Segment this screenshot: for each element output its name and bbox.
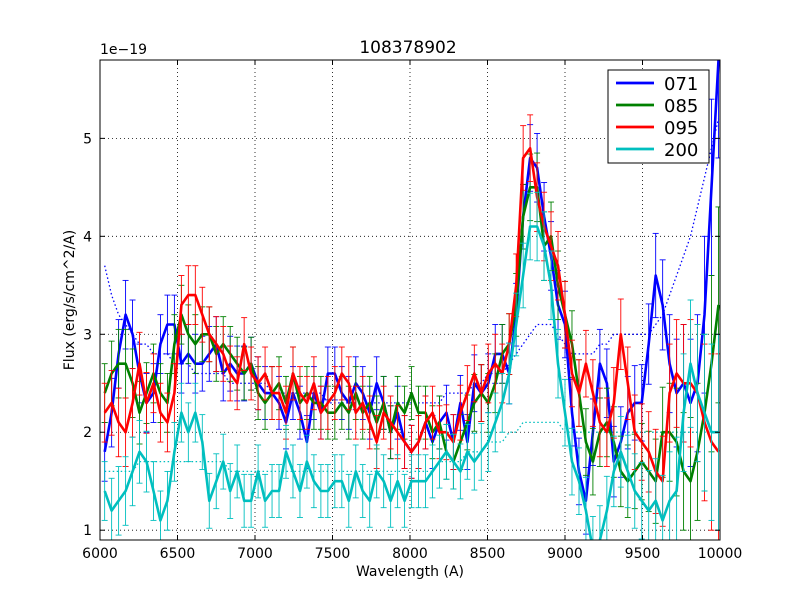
legend-box [607, 69, 710, 164]
data-series [101, 60, 720, 540]
legend-label-095: 095 [664, 118, 698, 139]
legend-label-085: 085 [664, 96, 698, 117]
y-axis-label: Flux (erg/s/cm^2/A) [62, 230, 78, 370]
y-tick-label: 4 [83, 229, 92, 245]
axis-ticks: 6000 6500 7000 7500 8000 8500 9000 9500 10000 1 2 3… [82, 60, 742, 562]
y-tick-label: 2 [83, 425, 92, 441]
y-tick-label: 1 [83, 523, 92, 539]
x-tick-label: 10000 [698, 546, 743, 562]
x-tick-label: 8500 [470, 546, 506, 562]
series-200 [101, 191, 720, 540]
line-095 [103, 146, 720, 483]
y-offset-label: 1e−19 [100, 42, 147, 58]
x-tick-label: 9500 [625, 546, 661, 562]
y-tick-label: 3 [83, 327, 92, 343]
x-tick-label: 6000 [82, 546, 118, 562]
legend-label-071: 071 [664, 74, 698, 95]
line-085 [103, 186, 720, 483]
x-tick-label: 8000 [392, 546, 428, 562]
x-tick-label: 7000 [237, 546, 273, 562]
y-tick-label: 5 [83, 131, 92, 147]
x-tick-label: 9000 [547, 546, 583, 562]
chart-title: 108378902 [359, 38, 456, 58]
x-axis-label: Wavelength (A) [356, 564, 464, 580]
line-200 [103, 225, 719, 540]
legend-label-200: 200 [664, 140, 698, 161]
x-tick-label: 7500 [315, 546, 351, 562]
x-tick-label: 6500 [160, 546, 196, 562]
